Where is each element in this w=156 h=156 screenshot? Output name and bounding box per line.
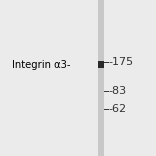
Text: Integrin α3-: Integrin α3- <box>12 60 71 70</box>
Text: -175: -175 <box>108 57 134 67</box>
Bar <box>98 0 104 156</box>
Text: -83: -83 <box>108 86 127 96</box>
Text: -62: -62 <box>108 104 127 114</box>
Bar <box>98 61 104 68</box>
